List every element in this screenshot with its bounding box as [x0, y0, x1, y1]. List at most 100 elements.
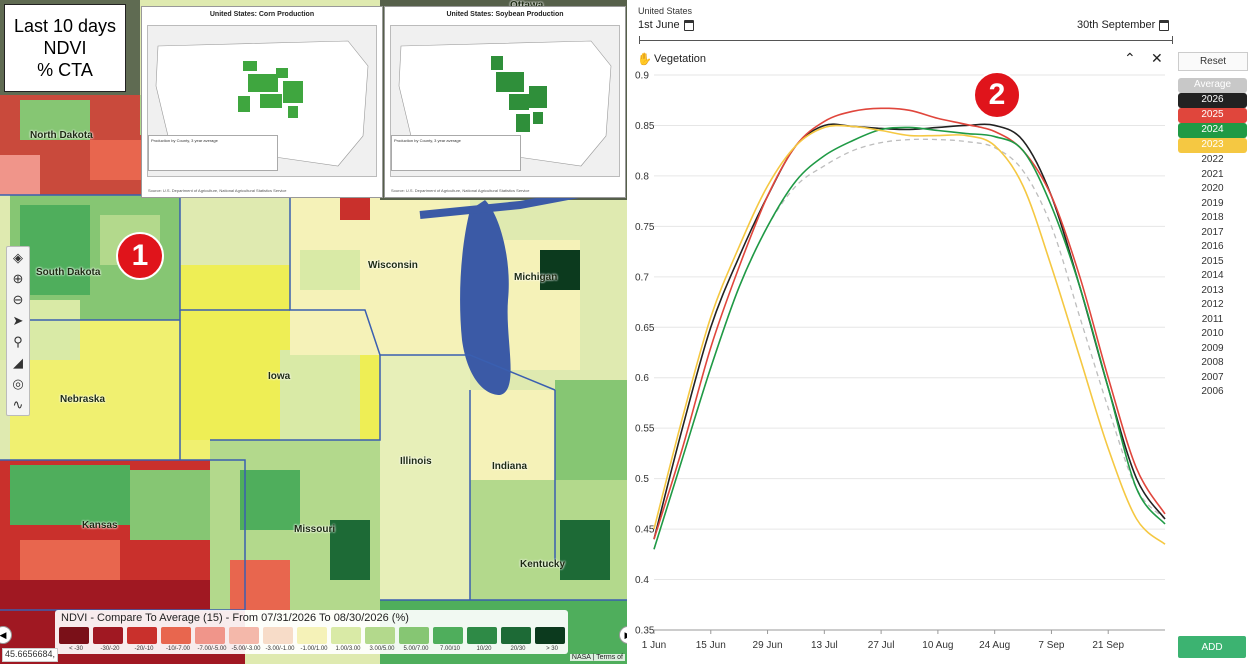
legend-swatch [535, 627, 565, 644]
year-item-2017[interactable]: 2017 [1201, 226, 1224, 238]
draw-path-icon[interactable]: ∿ [12, 396, 24, 412]
legend-swatch [331, 627, 361, 644]
year-item-2013[interactable]: 2013 [1201, 284, 1224, 296]
year-item-2026[interactable]: 2026 [1178, 93, 1247, 108]
x-tick-label: 7 Sep [1038, 640, 1065, 651]
inset-legend: Production by County, 3 year average [391, 135, 521, 171]
y-tick-label: 0.55 [635, 424, 655, 435]
legend-swatch [161, 627, 191, 644]
inset-legend: Production by County, 3 year average [148, 135, 278, 171]
legend-swatch [467, 627, 497, 644]
legend-label: > 30 [546, 646, 558, 652]
year-item-2018[interactable]: 2018 [1201, 212, 1224, 223]
add-button[interactable]: ADD [1178, 636, 1246, 658]
year-item-2015[interactable]: 2015 [1201, 255, 1224, 267]
year-item-2014[interactable]: 2014 [1201, 270, 1224, 281]
legend-labels: < -30 -30/-20 -20/-10 -10/-7.00 -7.00/-5.00-… [59, 646, 569, 652]
legend-swatch [229, 627, 259, 644]
legend-swatch [297, 627, 327, 644]
target-icon[interactable]: ◎ [12, 375, 24, 391]
y-tick-label: 0.45 [635, 525, 655, 536]
year-item-2011[interactable]: 2011 [1201, 313, 1224, 325]
end-date: 30th September [1077, 19, 1156, 31]
state-label-north-dakota: North Dakota [30, 130, 93, 141]
year-item-2025[interactable]: 2025 [1178, 108, 1247, 123]
legend-label: -20/-10 [134, 646, 154, 652]
zoom-in-icon[interactable]: ⊕ [12, 270, 24, 286]
y-tick-label: 0.9 [635, 71, 649, 82]
legend-label: -5.00/-3.00 [231, 646, 261, 652]
x-tick-label: 27 Jul [868, 640, 895, 651]
map-attribution[interactable]: NASA | Terms of [569, 654, 625, 661]
legend-swatch [501, 627, 531, 644]
legend-label: 3.00/5.00 [369, 646, 395, 652]
year-list: Average 2026 2025 2024 2023 2022 2021 2020 2019 2… [1178, 78, 1247, 400]
reset-button[interactable]: Reset [1178, 52, 1248, 71]
year-item-2020[interactable]: 2020 [1201, 183, 1224, 194]
y-tick-label: 0.75 [635, 222, 655, 233]
legend-label: -7.00/-5.00 [197, 646, 227, 652]
series-line-2023 [653, 124, 1166, 545]
calendar-icon[interactable] [683, 19, 694, 31]
state-label-south-dakota: South Dakota [36, 267, 101, 278]
state-label-indiana: Indiana [492, 461, 528, 472]
end-date-picker[interactable]: 30th September [1077, 19, 1170, 31]
vegetation-chart: 0.35 0.4 0.45 0.5 0.55 0.6 0.65 0.7 0.75 0.8 0.85 0… [635, 71, 1166, 651]
collapse-chevron-icon[interactable]: ⌃ [1124, 50, 1136, 66]
legend-swatch [127, 627, 157, 644]
annotation-badge-1: 1 [116, 232, 164, 280]
series-line-average [653, 138, 1166, 550]
close-icon[interactable]: ✕ [1151, 50, 1163, 66]
year-item-2021[interactable]: 2021 [1201, 168, 1224, 180]
x-tick-label: 24 Aug [979, 640, 1010, 651]
year-item-2009[interactable]: 2009 [1201, 342, 1224, 354]
year-item-2022[interactable]: 2022 [1201, 154, 1224, 165]
year-item-2023[interactable]: 2023 [1178, 138, 1247, 153]
year-item-2016[interactable]: 2016 [1201, 241, 1224, 252]
x-tick-label: 1 Jun [642, 640, 666, 651]
state-label-missouri: Missouri [294, 524, 336, 535]
date-range-slider[interactable] [639, 40, 1173, 41]
year-item-2010[interactable]: 2010 [1201, 328, 1224, 339]
series-line-2025 [653, 107, 1166, 540]
search-icon[interactable]: ⚲ [13, 333, 23, 349]
state-label-kansas: Kansas [82, 520, 118, 531]
state-label-kentucky: Kentucky [520, 559, 566, 570]
locate-arrow-icon[interactable]: ➤ [12, 312, 24, 328]
year-item-2006[interactable]: 2006 [1201, 386, 1224, 397]
legend-label: 1.00/3.00 [335, 646, 361, 652]
year-item-2007[interactable]: 2007 [1201, 371, 1224, 383]
legend-label: < -30 [69, 646, 83, 652]
coordinate-readout: 45.6656684, [2, 648, 58, 662]
x-tick-label: 29 Jun [753, 640, 783, 651]
year-item-2012[interactable]: 2012 [1201, 299, 1224, 310]
legend-swatch [93, 627, 123, 644]
legend-label: -1.00/1.00 [300, 646, 328, 652]
x-tick-label: 15 Jun [696, 640, 726, 651]
slider-start-handle[interactable] [639, 36, 640, 44]
year-item-2024[interactable]: 2024 [1178, 123, 1247, 138]
slider-end-handle[interactable] [1172, 36, 1173, 44]
year-item-2019[interactable]: 2019 [1201, 197, 1224, 209]
zoom-out-icon[interactable]: ⊖ [12, 291, 24, 307]
city-label-ottawa: Ottawa [510, 0, 543, 11]
legend-swatch [399, 627, 429, 644]
y-tick-label: 0.4 [635, 575, 649, 586]
map-view[interactable]: North Dakota South Dakota Nebraska Kansa… [0, 0, 627, 664]
legend-swatch [195, 627, 225, 644]
series-line-2026 [653, 123, 1166, 540]
measure-icon[interactable]: ◢ [13, 354, 23, 370]
x-tick-label: 10 Aug [922, 640, 953, 651]
year-item-2008[interactable]: 2008 [1201, 357, 1224, 368]
layers-icon[interactable]: ◈ [13, 249, 23, 265]
corn-production-inset: United States: Corn Production Productio… [141, 6, 383, 198]
info-line-index: NDVI [43, 38, 87, 58]
legend-swatch [433, 627, 463, 644]
calendar-icon[interactable] [1159, 19, 1170, 31]
state-label-iowa: Iowa [268, 371, 291, 382]
start-date-picker[interactable]: 1st June [638, 19, 694, 31]
legend-label: 10/20 [476, 646, 492, 652]
y-tick-label: 0.6 [635, 373, 649, 384]
x-tick-label: 13 Jul [811, 640, 838, 651]
year-item-average[interactable]: Average [1178, 78, 1247, 93]
